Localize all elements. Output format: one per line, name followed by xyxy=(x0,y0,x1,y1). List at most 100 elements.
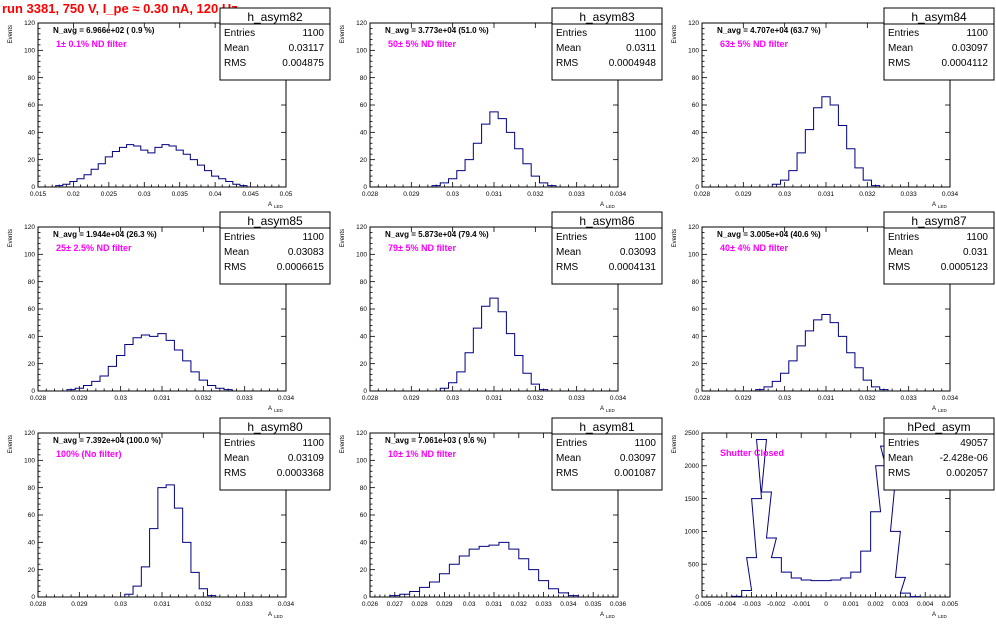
histogram-bin xyxy=(855,168,863,187)
x-axis-label-sub: LED xyxy=(938,408,948,413)
x-axis-label: A xyxy=(600,202,604,208)
x-tick-label: -0.003 xyxy=(742,601,761,608)
y-axis-label: Events xyxy=(8,435,14,453)
histogram-bin xyxy=(838,126,846,188)
navg-label: N_avg = 3.773e+04 (51.0 %) xyxy=(385,26,489,35)
histogram-bin xyxy=(479,546,489,597)
stat-value-rms: 0.0005123 xyxy=(941,262,989,273)
histogram-bin xyxy=(199,589,207,597)
stat-value-mean: 0.03097 xyxy=(620,453,657,464)
x-axis-label-sub: LED xyxy=(606,408,616,413)
x-tick-label: 0.032 xyxy=(195,601,212,608)
y-tick-label: 100 xyxy=(24,458,35,465)
stat-value-entries: 1100 xyxy=(966,28,988,39)
y-tick-label: 100 xyxy=(24,252,35,259)
y-tick-label: 80 xyxy=(28,485,36,492)
histogram-name: h_asym81 xyxy=(579,420,635,434)
histogram-bin xyxy=(190,160,197,187)
histogram-bin xyxy=(207,596,215,597)
histogram-bin xyxy=(529,570,539,597)
x-tick-label: 0.031 xyxy=(154,395,171,402)
histogram-bin xyxy=(791,578,801,597)
stat-label: Mean xyxy=(224,453,249,464)
stat-value-rms: 0.0006615 xyxy=(277,262,325,273)
navg-label: N_avg = 5.873e+04 (79.4 %) xyxy=(385,230,489,239)
histogram-bin xyxy=(506,334,514,391)
x-tick-label: 0.029 xyxy=(403,191,420,198)
x-tick-label: 0.034 xyxy=(560,601,577,608)
stat-label: RMS xyxy=(224,58,247,69)
histogram-bin xyxy=(430,582,440,597)
x-tick-label: 0.02 xyxy=(67,191,80,198)
stat-value-mean: 0.03117 xyxy=(289,43,325,54)
filter-label: 100% (No filter) xyxy=(56,449,122,459)
stat-label: Mean xyxy=(224,247,249,258)
stat-value-rms: 0.001087 xyxy=(614,468,656,479)
stat-label: RMS xyxy=(888,262,911,273)
histogram-bin xyxy=(473,143,481,187)
y-tick-label: 120 xyxy=(24,224,35,231)
y-tick-label: 0 xyxy=(695,388,699,395)
x-tick-label: 0.034 xyxy=(942,395,959,402)
stat-value-entries: 1100 xyxy=(634,438,656,449)
histogram-bin xyxy=(756,390,764,391)
x-tick-label: 0.029 xyxy=(71,601,88,608)
stat-value-rms: 0.0004948 xyxy=(609,58,657,69)
x-tick-label: 0.033 xyxy=(901,395,918,402)
x-tick-label: 0.032 xyxy=(859,191,876,198)
y-tick-label: 60 xyxy=(360,306,368,313)
stat-value-mean: 0.03097 xyxy=(952,43,989,54)
x-tick-label: 0.033 xyxy=(901,191,918,198)
y-tick-label: 20 xyxy=(28,567,36,574)
y-tick-label: 40 xyxy=(360,130,368,137)
histogram-bin xyxy=(70,182,77,187)
x-tick-label: 0.03 xyxy=(114,601,127,608)
histogram-bin xyxy=(855,368,863,391)
stat-value-rms: 0.002057 xyxy=(946,468,988,479)
histogram-bin xyxy=(410,592,420,597)
x-tick-label: 0.033 xyxy=(569,191,586,198)
x-tick-label: 0.035 xyxy=(585,601,602,608)
x-tick-label: 0.028 xyxy=(694,191,711,198)
y-tick-label: 40 xyxy=(28,130,36,137)
stat-label: Entries xyxy=(888,438,919,449)
navg-label: N_avg = 3.005e+04 (40.6 %) xyxy=(717,230,821,239)
histogram-bin xyxy=(531,384,539,391)
histogram-bin xyxy=(141,335,149,391)
navg-label: N_avg = 7.392e+04 (100.0 %) xyxy=(53,436,161,445)
x-tick-label: 0.032 xyxy=(859,395,876,402)
y-tick-label: 40 xyxy=(692,334,700,341)
y-tick-label: 40 xyxy=(360,334,368,341)
x-axis-label-sub: LED xyxy=(274,408,284,413)
histogram-bin xyxy=(112,151,119,187)
histogram-bin xyxy=(108,366,116,391)
x-axis-label: A xyxy=(932,406,936,412)
y-tick-label: 60 xyxy=(28,102,36,109)
histogram-bin xyxy=(400,594,410,597)
x-tick-label: 0.033 xyxy=(569,395,586,402)
histogram-bin xyxy=(240,186,247,187)
histogram-bin xyxy=(771,558,781,597)
x-tick-label: 0.05 xyxy=(280,191,293,198)
y-tick-label: 40 xyxy=(28,334,36,341)
stat-label: RMS xyxy=(224,468,247,479)
x-tick-label: 0.033 xyxy=(535,601,552,608)
x-tick-label: 0.034 xyxy=(278,601,295,608)
x-axis-label: A xyxy=(932,612,936,618)
histogram-bin xyxy=(831,580,841,597)
stat-value-entries: 1100 xyxy=(966,232,988,243)
x-tick-label: -0.004 xyxy=(718,601,737,608)
histogram-bin xyxy=(871,186,879,187)
histogram-name: h_asym80 xyxy=(247,420,303,434)
stat-value-entries: 1100 xyxy=(302,232,324,243)
histogram-bin xyxy=(465,353,473,391)
filter-label: 50± 5% ND filter xyxy=(388,39,456,49)
stat-label: Mean xyxy=(556,453,581,464)
y-tick-label: 1500 xyxy=(685,496,700,503)
y-tick-label: 20 xyxy=(692,361,700,368)
x-tick-label: 0.004 xyxy=(917,601,934,608)
stat-label: Mean xyxy=(556,247,581,258)
histogram-bin xyxy=(56,186,63,187)
